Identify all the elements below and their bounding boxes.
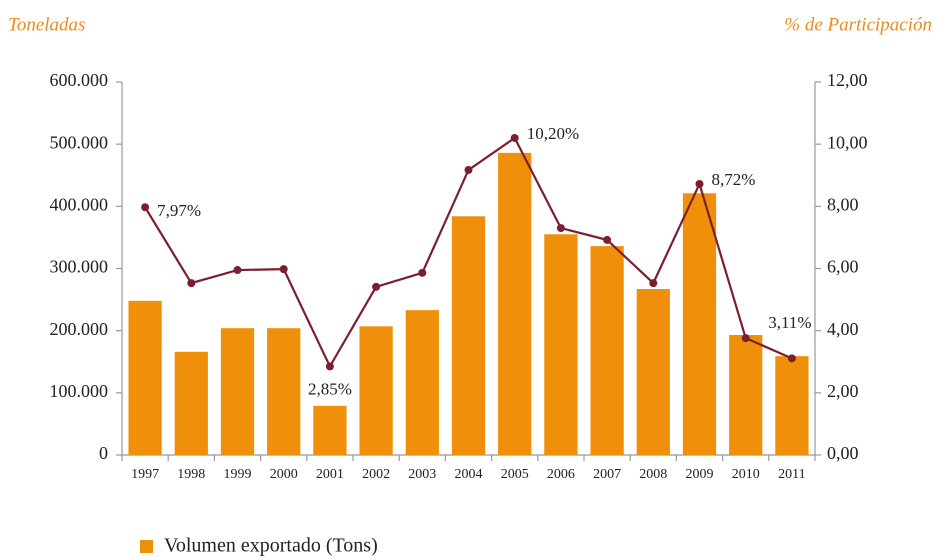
x-tick-label: 2000 bbox=[270, 467, 298, 482]
y-tick-label: 300.000 bbox=[50, 257, 109, 277]
data-label: 10,20% bbox=[527, 124, 579, 143]
x-tick-label: 2008 bbox=[639, 467, 667, 482]
line-point bbox=[464, 165, 473, 174]
y2-tick-label: 6,00 bbox=[827, 257, 859, 277]
bar bbox=[451, 216, 486, 455]
bar bbox=[128, 300, 162, 455]
x-tick-label: 2001 bbox=[316, 467, 344, 482]
data-label: 3,11% bbox=[768, 313, 811, 332]
data-label: 8,72% bbox=[712, 170, 756, 189]
line-point bbox=[141, 203, 150, 212]
bar bbox=[498, 152, 532, 455]
data-label: 7,97% bbox=[157, 201, 201, 220]
line-point bbox=[372, 282, 381, 291]
x-tick-label: 2006 bbox=[547, 467, 575, 482]
line-point bbox=[418, 268, 427, 277]
line-point bbox=[187, 279, 196, 288]
y2-tick-label: 2,00 bbox=[827, 381, 859, 401]
x-tick-label: 2002 bbox=[362, 467, 390, 482]
line-point bbox=[787, 354, 796, 363]
bar bbox=[359, 326, 393, 455]
bar bbox=[682, 193, 717, 456]
y-tick-label: 400.000 bbox=[50, 194, 109, 214]
bar bbox=[220, 328, 255, 455]
bar bbox=[405, 310, 439, 455]
y2-tick-label: 0,00 bbox=[827, 443, 859, 463]
line-point bbox=[233, 266, 242, 275]
line-point bbox=[603, 235, 612, 244]
x-tick-label: 2010 bbox=[732, 467, 760, 482]
y2-tick-label: 12,00 bbox=[827, 70, 868, 90]
data-label: 2,85% bbox=[308, 379, 352, 398]
x-tick-label: 2003 bbox=[408, 467, 436, 482]
y-tick-label: 200.000 bbox=[50, 319, 109, 339]
bar bbox=[775, 356, 809, 455]
legend-label: Volumen exportado (Tons) bbox=[164, 535, 378, 557]
x-tick-label: 2007 bbox=[593, 467, 621, 482]
bar bbox=[313, 405, 347, 455]
bar bbox=[590, 246, 624, 455]
line-point bbox=[649, 279, 658, 288]
x-tick-label: 1997 bbox=[131, 467, 159, 482]
x-tick-label: 2009 bbox=[686, 467, 714, 482]
x-tick-label: 1998 bbox=[177, 467, 205, 482]
x-tick-label: 2011 bbox=[778, 467, 805, 482]
y-tick-label: 100.000 bbox=[50, 381, 109, 401]
bar bbox=[267, 328, 301, 455]
bar bbox=[174, 351, 208, 455]
line-point bbox=[695, 179, 704, 188]
legend-swatch bbox=[140, 540, 153, 553]
bar bbox=[544, 234, 578, 455]
bar bbox=[729, 335, 763, 455]
x-tick-label: 2004 bbox=[455, 467, 483, 482]
y2-tick-label: 8,00 bbox=[827, 194, 859, 214]
y2-tick-label: 4,00 bbox=[827, 319, 859, 339]
y2-axis-label: % de Participación bbox=[784, 14, 932, 35]
y-axis-label: Toneladas bbox=[8, 14, 85, 35]
y-tick-label: 0 bbox=[99, 443, 108, 463]
y-tick-label: 500.000 bbox=[50, 132, 109, 152]
line-point bbox=[279, 265, 288, 274]
y2-tick-label: 10,00 bbox=[827, 132, 868, 152]
bar bbox=[636, 289, 670, 455]
y-tick-label: 600.000 bbox=[50, 70, 109, 90]
x-tick-label: 2005 bbox=[501, 467, 529, 482]
line-point bbox=[741, 334, 750, 343]
line-point bbox=[325, 362, 334, 371]
x-tick-label: 1999 bbox=[224, 467, 252, 482]
line-point bbox=[556, 224, 565, 233]
line-point bbox=[510, 133, 519, 142]
